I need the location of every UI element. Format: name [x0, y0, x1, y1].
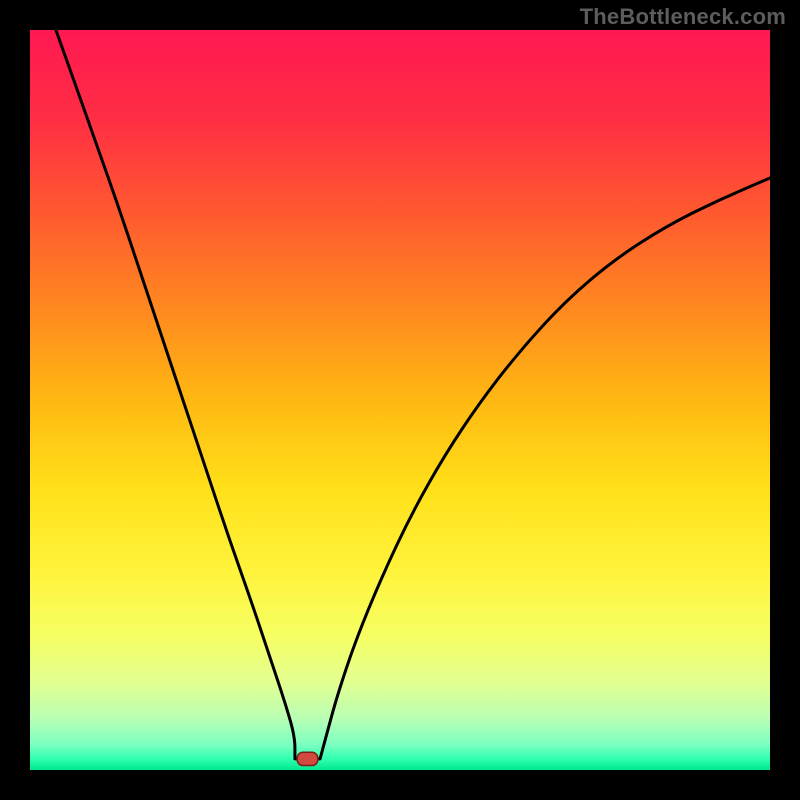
optimal-marker	[297, 752, 318, 765]
bottleneck-chart	[30, 30, 770, 770]
chart-frame: TheBottleneck.com	[0, 0, 800, 800]
watermark-text: TheBottleneck.com	[580, 4, 786, 30]
